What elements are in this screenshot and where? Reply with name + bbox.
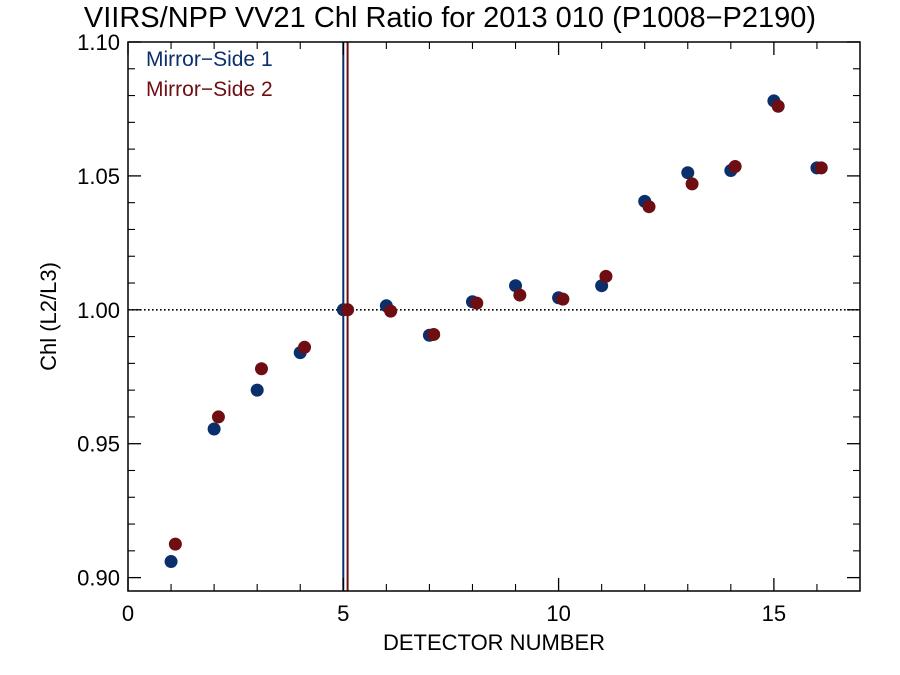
series-1-point — [207, 422, 221, 436]
chart-title: VIIRS/NPP VV21 Chl Ratio for 2013 010 (P… — [83, 2, 817, 34]
series-2-point — [254, 362, 268, 376]
series-2-point — [513, 288, 527, 302]
tick-labels: 0 5 10 15 0.90 0.95 1.00 1.05 1.10 — [77, 30, 786, 626]
series-2-point — [384, 304, 398, 318]
series-1-point — [250, 383, 264, 397]
legend: Mirror−Side 1 Mirror−Side 2 — [146, 48, 273, 101]
series-1-point — [164, 555, 178, 569]
x-tick-label: 5 — [337, 601, 349, 626]
data-points — [164, 94, 828, 569]
y-axis-title: Chl (L2/L3) — [36, 262, 61, 371]
series-2-point — [211, 410, 225, 424]
series-2-point — [728, 160, 742, 174]
series-2-point — [771, 99, 785, 113]
y-tick-label: 1.00 — [77, 298, 120, 323]
x-tick-label: 10 — [546, 601, 570, 626]
series-2-point — [685, 177, 699, 191]
reference-lines — [128, 42, 860, 591]
series-2-point — [341, 303, 355, 317]
legend-entry: Mirror−Side 1 — [146, 48, 273, 71]
plot-frame — [127, 41, 861, 592]
y-tick-label: 0.95 — [77, 432, 120, 457]
x-tick-label: 0 — [122, 601, 134, 626]
y-tick-label: 0.90 — [77, 566, 120, 591]
series-2-point — [642, 200, 656, 214]
series-2-point — [814, 161, 828, 175]
series-2-point — [168, 537, 182, 551]
series-1-point — [681, 166, 695, 180]
series-2-point — [599, 269, 613, 283]
legend-entry: Mirror−Side 2 — [146, 78, 273, 101]
series-2-point — [556, 292, 570, 306]
axis-ticks — [127, 41, 860, 591]
series-2-point — [470, 296, 484, 310]
x-axis-title: DETECTOR NUMBER — [383, 630, 605, 655]
x-tick-label: 15 — [762, 601, 786, 626]
y-tick-label: 1.05 — [77, 164, 120, 189]
series-2-point — [298, 340, 312, 354]
y-tick-label: 1.10 — [77, 30, 120, 55]
series-2-point — [427, 327, 441, 341]
